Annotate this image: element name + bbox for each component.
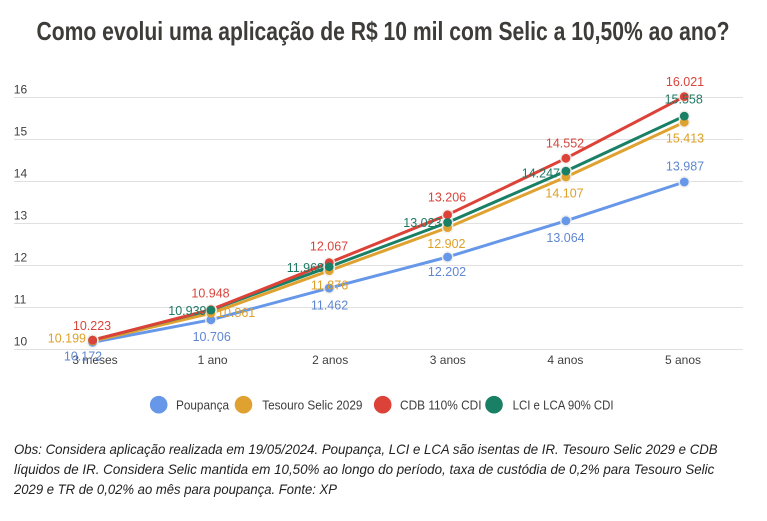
svg-text:12.202: 12.202 xyxy=(428,265,466,279)
svg-text:Tesouro Selic 2029: Tesouro Selic 2029 xyxy=(262,397,362,412)
svg-text:5 anos: 5 anos xyxy=(665,353,701,367)
svg-text:12.902: 12.902 xyxy=(427,237,465,251)
svg-text:14.552: 14.552 xyxy=(546,136,584,150)
svg-text:16.021: 16.021 xyxy=(666,75,704,89)
svg-text:2029 e TR de 0,02% ao mês para: 2029 e TR de 0,02% ao mês para poupança.… xyxy=(13,482,338,497)
svg-text:10.172: 10.172 xyxy=(64,350,102,364)
svg-text:13.206: 13.206 xyxy=(428,190,466,204)
svg-text:10: 10 xyxy=(14,335,28,349)
svg-text:13.987: 13.987 xyxy=(666,160,704,174)
svg-text:14: 14 xyxy=(14,167,28,181)
svg-text:10.948: 10.948 xyxy=(191,287,229,301)
svg-text:LCI e LCA 90% CDI: LCI e LCA 90% CDI xyxy=(513,397,614,412)
svg-text:12.067: 12.067 xyxy=(310,240,348,254)
svg-text:10.939: 10.939 xyxy=(168,304,206,318)
svg-text:16: 16 xyxy=(14,83,28,97)
svg-text:13.023: 13.023 xyxy=(403,216,441,230)
svg-text:14.107: 14.107 xyxy=(545,187,583,201)
svg-text:15.413: 15.413 xyxy=(666,131,704,145)
svg-text:Como evolui uma aplicação de R: Como evolui uma aplicação de R$ 10 mil c… xyxy=(37,16,730,46)
svg-text:3 anos: 3 anos xyxy=(430,353,466,367)
svg-text:líquidos de IR. Considera Seli: líquidos de IR. Considera Selic mantida … xyxy=(14,462,714,477)
svg-text:10.706: 10.706 xyxy=(193,330,231,344)
svg-text:1 ano: 1 ano xyxy=(198,353,228,367)
svg-text:15.558: 15.558 xyxy=(665,93,703,107)
svg-text:11.876: 11.876 xyxy=(311,279,348,293)
svg-text:4 anos: 4 anos xyxy=(547,353,583,367)
svg-text:14.247: 14.247 xyxy=(522,167,560,181)
svg-text:Poupança: Poupança xyxy=(176,397,230,412)
svg-text:CDB 110% CDI: CDB 110% CDI xyxy=(400,397,482,412)
svg-text:11: 11 xyxy=(14,293,27,307)
svg-text:10.199: 10.199 xyxy=(48,332,86,346)
svg-text:13: 13 xyxy=(14,209,28,223)
svg-text:15: 15 xyxy=(14,125,28,139)
svg-text:10.223: 10.223 xyxy=(73,319,111,333)
svg-text:12: 12 xyxy=(14,251,28,265)
svg-text:10.861: 10.861 xyxy=(217,306,255,320)
svg-text:Obs: Considera aplicação reali: Obs: Considera aplicação realizada em 19… xyxy=(14,442,718,457)
svg-text:11.968: 11.968 xyxy=(287,261,324,275)
svg-text:2 anos: 2 anos xyxy=(312,353,348,367)
svg-text:3 meses: 3 meses xyxy=(72,353,117,367)
svg-text:13.064: 13.064 xyxy=(546,231,584,245)
svg-text:11.462: 11.462 xyxy=(311,299,348,313)
